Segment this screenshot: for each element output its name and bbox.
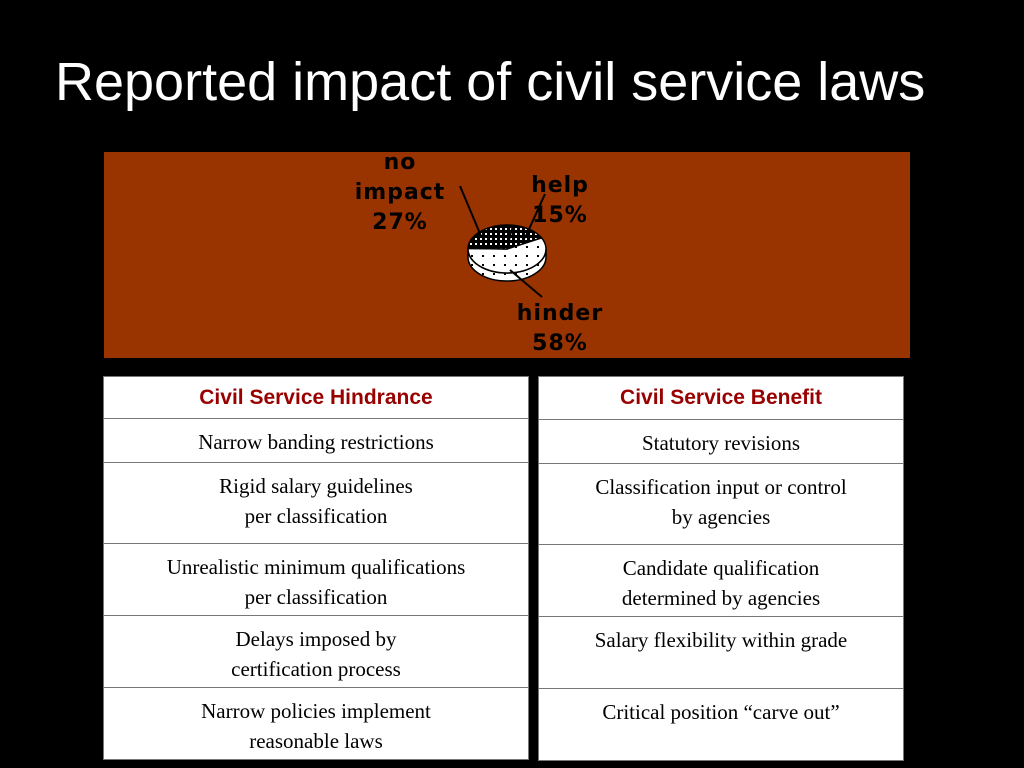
pie-chart: help 15% hinder 58% no impact 27% bbox=[355, 152, 603, 356]
leader-line-no-impact bbox=[459, 185, 482, 237]
pie-slice-hinder bbox=[467, 237, 547, 274]
pie-chart-panel: help 15% hinder 58% no impact 27% bbox=[104, 152, 910, 358]
hindrance-row: Unrealistic minimum qualifications per c… bbox=[103, 543, 529, 616]
leader-line-help bbox=[524, 193, 546, 239]
benefit-row: Candidate qualification determined by ag… bbox=[538, 544, 904, 617]
hindrance-row: Narrow policies implement reasonable law… bbox=[103, 687, 529, 760]
pie-label-no-impact: no impact 27% bbox=[355, 152, 446, 235]
hindrance-table: Civil Service Hindrance Narrow banding r… bbox=[103, 376, 529, 760]
benefit-header: Civil Service Benefit bbox=[538, 376, 904, 420]
benefit-row: Statutory revisions bbox=[538, 419, 904, 464]
pie-label-hinder: hinder 58% bbox=[517, 301, 603, 356]
benefit-table: Civil Service Benefit Statutory revision… bbox=[538, 376, 904, 761]
leader-line-hinder bbox=[509, 269, 543, 298]
pie-slice-no-impact bbox=[467, 224, 514, 250]
hindrance-header: Civil Service Hindrance bbox=[103, 376, 529, 419]
benefit-row: Salary flexibility within grade bbox=[538, 616, 904, 689]
hindrance-row: Rigid salary guidelines per classificati… bbox=[103, 462, 529, 544]
slide-title: Reported impact of civil service laws bbox=[55, 52, 926, 112]
benefit-row: Classification input or control by agenc… bbox=[538, 463, 904, 545]
hindrance-row: Delays imposed by certification process bbox=[103, 615, 529, 688]
pie-label-help: help 15% bbox=[531, 173, 589, 228]
hindrance-row: Narrow banding restrictions bbox=[103, 418, 529, 463]
benefit-row: Critical position “carve out” bbox=[538, 688, 904, 761]
